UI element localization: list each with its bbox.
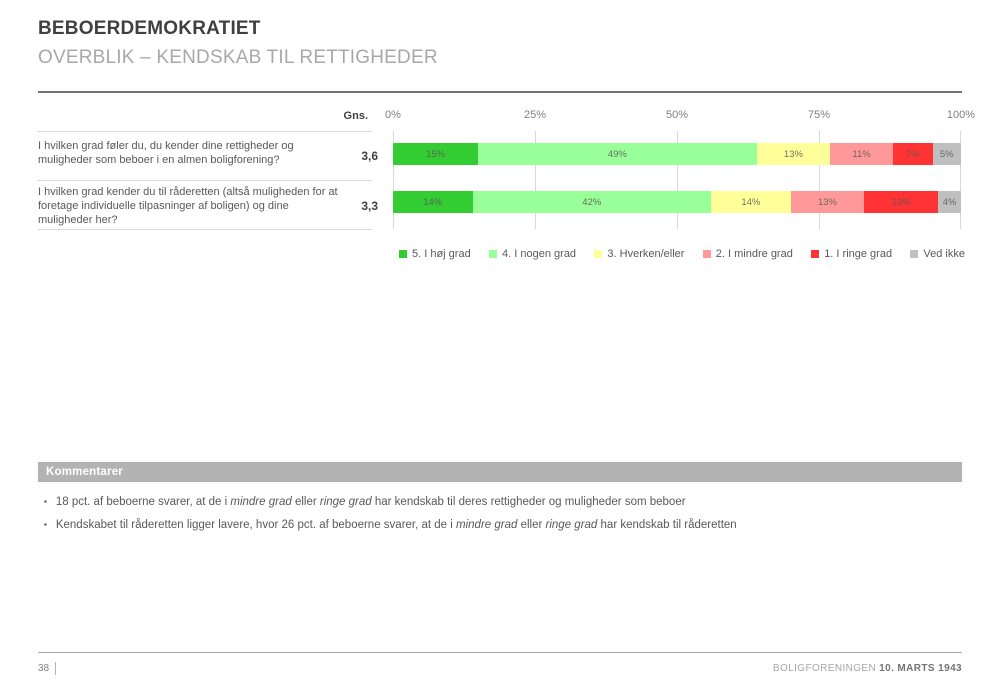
bar-segment: 13% xyxy=(756,143,831,165)
bar-segment-label: 7% xyxy=(905,148,920,160)
x-axis-tick: 25% xyxy=(523,109,547,121)
bar-segment-label: 13% xyxy=(891,196,911,208)
legend-item: 5. I høj grad xyxy=(399,248,471,260)
bar-segment: 5% xyxy=(932,143,961,165)
comments-list: ▪ 18 pct. af beboerne svarer, at de i min… xyxy=(44,495,954,541)
x-axis-tick: 50% xyxy=(665,109,689,121)
bar-segment: 15% xyxy=(393,143,479,165)
footer-separator xyxy=(55,662,57,675)
page-title: BEBOERDEMOKRATIET xyxy=(38,18,261,39)
gridline xyxy=(960,131,961,229)
legend-item: 1. I ringe grad xyxy=(811,248,892,260)
legend-swatch xyxy=(594,250,603,258)
bar-segment: 13% xyxy=(790,191,865,213)
stacked-bar: 14% 42% 14% 13% 13% 4% xyxy=(393,191,961,213)
comment-bullet: ▪ Kendskabet til råderetten ligger lavere… xyxy=(44,518,954,532)
gridline xyxy=(535,131,536,229)
gridline xyxy=(677,131,678,229)
x-axis-tick: 0% xyxy=(385,109,401,121)
legend-swatch xyxy=(702,250,711,258)
footer-date: 10. MARTS 1943 xyxy=(879,663,962,674)
footer-org-date: BOLIGFORENINGEN 10. MARTS 1943 xyxy=(773,663,962,674)
bullet-icon: ▪ xyxy=(44,520,47,529)
chart-plot-area: 15% 49% 13% 11% 7% 5% 14% 42% 14% 13% 13% 4% xyxy=(393,131,961,229)
bar-segment-label: 11% xyxy=(852,148,871,160)
legend-swatch xyxy=(811,250,820,258)
row-separator xyxy=(38,180,372,181)
gridline xyxy=(393,131,394,229)
legend-swatch xyxy=(399,250,407,258)
comment-bullet: ▪ 18 pct. af beboerne svarer, at de i min… xyxy=(44,495,954,509)
legend-item: 2. I mindre grad xyxy=(702,248,793,260)
gridline xyxy=(819,131,820,229)
comments-header-bar: Kommentarer xyxy=(38,462,962,482)
bar-segment-label: 49% xyxy=(607,148,627,160)
bar-segment: 11% xyxy=(830,143,893,165)
legend-label: Ved ikke xyxy=(923,248,965,260)
bar-segment-label: 13% xyxy=(783,148,803,160)
bar-segment: 4% xyxy=(938,191,961,213)
average-value-1: 3,6 xyxy=(361,149,378,163)
bullet-icon: ▪ xyxy=(44,497,47,506)
comment-text: 18 pct. af beboerne svarer, at de i mind… xyxy=(55,496,686,508)
bar-segment-label: 14% xyxy=(423,196,443,208)
row-separator xyxy=(38,229,372,230)
legend-label: 5. I høj grad xyxy=(412,248,471,260)
average-value-2: 3,3 xyxy=(361,199,378,213)
bar-segment-label: 14% xyxy=(741,196,761,208)
comment-text: Kendskabet til råderetten ligger lavere,… xyxy=(55,519,737,531)
footer-left: 38 xyxy=(38,662,57,675)
legend-label: 4. I nogen grad xyxy=(502,248,577,260)
row-separator xyxy=(38,131,372,132)
page-number: 38 xyxy=(38,663,50,674)
footer-org: BOLIGFORENINGEN xyxy=(772,663,877,674)
bar-segment: 14% xyxy=(711,191,791,213)
x-axis-tick: 100% xyxy=(946,109,976,121)
stacked-bar: 15% 49% 13% 11% 7% 5% xyxy=(393,143,961,165)
bar-segment: 7% xyxy=(892,143,933,165)
legend-item: Ved ikke xyxy=(910,248,965,260)
legend-label: 2. I mindre grad xyxy=(715,248,793,260)
footer-divider xyxy=(38,652,962,653)
comments-header-label: Kommentarer xyxy=(46,466,123,478)
bar-segment: 42% xyxy=(472,191,712,213)
title-divider xyxy=(38,91,962,93)
bar-segment-label: 4% xyxy=(942,196,957,208)
legend-swatch xyxy=(489,250,498,258)
chart-legend: 5. I høj grad 4. I nogen grad 3. Hverken/e… xyxy=(399,248,965,260)
bar-segment: 14% xyxy=(393,191,473,213)
page-subtitle: OVERBLIK – KENDSKAB TIL RETTIGHEDER xyxy=(38,47,438,68)
bar-segment: 49% xyxy=(478,143,757,165)
x-axis-tick: 75% xyxy=(807,109,831,121)
bar-segment-label: 15% xyxy=(426,148,446,160)
x-axis: 0% 25% 50% 75% 100% xyxy=(385,109,975,123)
bar-segment-label: 13% xyxy=(817,196,837,208)
legend-item: 3. Hverken/eller xyxy=(594,248,684,260)
question-label-2: I hvilken grad kender du til råderetten … xyxy=(38,186,338,226)
bar-segment-label: 5% xyxy=(939,148,954,160)
legend-swatch xyxy=(910,250,919,258)
legend-item: 4. I nogen grad xyxy=(489,248,576,260)
legend-label: 1. I ringe grad xyxy=(824,248,893,260)
question-label-1: I hvilken grad føler du, du kender dine … xyxy=(38,140,294,166)
bar-segment-label: 42% xyxy=(582,196,602,208)
legend-label: 3. Hverken/eller xyxy=(607,248,685,260)
bar-segment: 13% xyxy=(864,191,939,213)
gns-column-header: Gns. xyxy=(343,110,368,122)
